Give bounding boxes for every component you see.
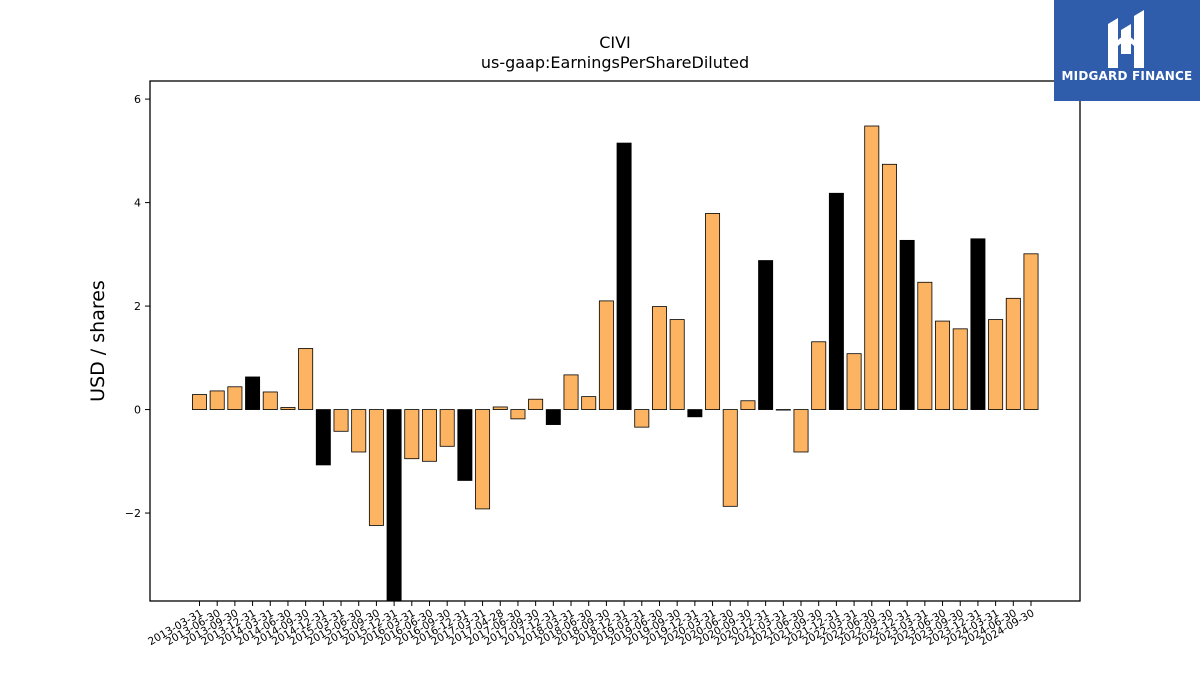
bar-2020-06-30	[722, 409, 738, 507]
bar-2021-12-31	[828, 192, 844, 410]
bar-2020-12-31	[758, 260, 774, 410]
bar-2013-12-31	[245, 376, 261, 410]
y-axis-label: USD / shares	[87, 280, 109, 402]
chart-subtitle: us-gaap:EarningsPerShareDiluted	[480, 53, 750, 72]
bar-2023-03-31	[917, 281, 933, 410]
y-axis: −2 0 2 4 6	[125, 93, 150, 520]
bar-2013-09-30	[227, 386, 243, 410]
bars-group	[192, 125, 1039, 602]
y-tick-label: 6	[134, 93, 141, 106]
bar-2024-09-30	[1023, 253, 1039, 410]
bar-2020-09-30	[740, 400, 756, 410]
bar-2017-04-28	[492, 406, 508, 410]
bar-2019-06-30	[652, 306, 667, 410]
bar-2017-03-31	[475, 409, 491, 510]
bar-2024-03-31	[988, 319, 1004, 410]
bar-2014-03-31	[262, 391, 278, 410]
bar-2013-03-31	[192, 394, 207, 410]
bar-2015-06-30	[351, 409, 367, 453]
bar-2021-09-30	[811, 341, 827, 410]
bar-2024-06-30	[1005, 297, 1021, 410]
bar-2016-09-30	[439, 409, 455, 447]
bar-2015-12-31	[386, 409, 402, 602]
bar-2018-12-31	[616, 142, 632, 410]
bar-2017-09-30	[528, 398, 544, 410]
y-tick-label: −2	[125, 507, 141, 520]
bar-2016-06-30	[422, 409, 437, 462]
bar-2021-06-30	[793, 409, 809, 453]
bar-2023-06-30	[935, 320, 951, 410]
chart-title: CIVI	[599, 33, 631, 52]
logo-text: MIDGARD FINANCE	[1061, 69, 1193, 83]
bar-2023-09-30	[952, 328, 968, 410]
bar-2022-12-31	[899, 239, 915, 410]
bar-2014-06-30	[280, 407, 296, 410]
bar-2014-09-30	[298, 348, 314, 410]
plot-frame	[149, 80, 1081, 602]
bar-2017-12-31	[545, 409, 561, 425]
midgard-finance-logo: MIDGARD FINANCE	[1054, 0, 1200, 101]
bar-2019-09-30	[669, 319, 685, 410]
bar-2018-03-31	[563, 374, 579, 410]
bar-2016-12-31	[457, 409, 473, 481]
bar-2014-12-31	[315, 409, 331, 466]
bar-2021-03-31	[775, 409, 791, 411]
bar-2017-06-30	[510, 409, 526, 420]
bar-2018-06-30	[581, 396, 597, 410]
bar-2023-12-31	[970, 238, 986, 410]
bar-2020-03-31	[705, 213, 721, 410]
bar-2019-03-31	[634, 409, 650, 428]
bar-2019-12-31	[687, 409, 703, 418]
bar-2015-09-30	[368, 409, 384, 526]
bar-2022-09-30	[881, 163, 897, 410]
x-axis: 2013-03-312013-06-302013-09-302013-12-31…	[146, 601, 1037, 648]
bar-2016-03-31	[404, 409, 420, 460]
midgard-logo-mark-icon	[1108, 10, 1144, 68]
bar-2015-03-31	[333, 409, 349, 432]
bar-2022-06-30	[864, 125, 880, 410]
bar-2013-06-30	[209, 390, 225, 410]
bar-2022-03-31	[846, 353, 862, 410]
y-tick-label: 2	[134, 300, 141, 313]
bar-2018-09-30	[598, 300, 614, 410]
y-tick-label: 0	[134, 404, 141, 417]
y-tick-label: 4	[134, 197, 141, 210]
